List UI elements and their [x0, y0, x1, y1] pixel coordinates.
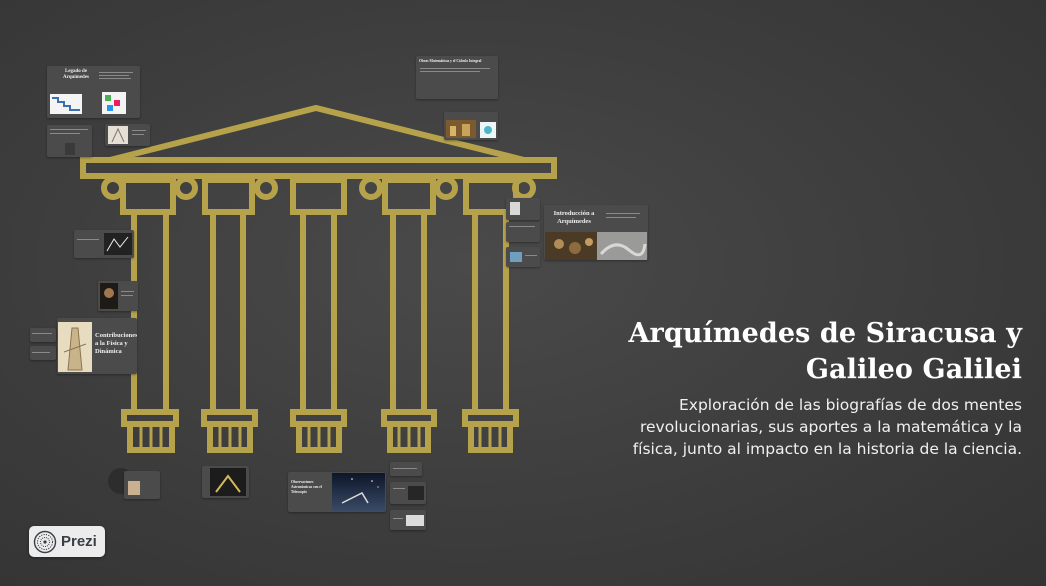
prezi-logo-button[interactable]: Prezi — [29, 526, 105, 557]
tower-image-thumbnail — [58, 322, 92, 372]
text-line — [420, 71, 480, 72]
history-image-thumbnail — [545, 232, 647, 260]
compass-thumbnail — [210, 468, 246, 496]
figure-thumbnail — [108, 126, 128, 144]
text-line — [606, 217, 636, 218]
text-line — [393, 488, 405, 489]
figure-thumbnail — [510, 252, 522, 262]
image-card[interactable] — [105, 124, 150, 146]
note-card[interactable] — [47, 125, 92, 157]
text-line — [99, 75, 129, 76]
portrait-thumbnail — [100, 283, 118, 309]
image-card[interactable] — [74, 230, 134, 258]
figure-thumbnail — [128, 481, 140, 495]
diagram-thumbnail — [102, 92, 126, 114]
note-card[interactable] — [30, 346, 56, 360]
presentation-title: Arquímedes de Siracusa y Galileo Galilei — [628, 318, 1022, 385]
diagram-thumbnail — [480, 122, 496, 138]
text-line — [509, 226, 535, 227]
image-card[interactable] — [202, 466, 249, 498]
painting-thumbnail — [446, 120, 476, 138]
text-line — [50, 129, 88, 130]
figure-thumbnail — [406, 515, 424, 526]
image-card[interactable] — [506, 198, 540, 220]
prezi-logo-icon — [33, 530, 57, 553]
topic-title-obras: Obras Matemáticas y el Cálculo Integral — [419, 59, 482, 63]
image-card[interactable] — [98, 281, 138, 311]
text-line — [525, 255, 537, 256]
note-card[interactable] — [390, 462, 422, 476]
stairs-diagram-thumbnail — [50, 94, 82, 114]
text-line — [77, 239, 99, 240]
topic-title-contribuciones: Contribuciones a la Física y Dinámica — [95, 332, 137, 355]
presentation-subtitle: Exploración de las biografías de dos men… — [632, 396, 1022, 458]
topic-card-contribuciones[interactable]: Contribuciones a la Física y Dinámica — [57, 318, 137, 374]
text-line — [393, 468, 417, 469]
figure-thumbnail — [408, 486, 424, 500]
topic-title-observaciones: Observaciones Astronómicas con el Telesc… — [291, 480, 322, 494]
text-line — [32, 333, 52, 334]
image-card[interactable] — [390, 482, 426, 504]
text-line — [132, 134, 144, 135]
text-line — [420, 68, 490, 69]
text-line — [50, 133, 80, 134]
note-card[interactable] — [30, 328, 56, 342]
prezi-logo-text: Prezi — [61, 533, 97, 550]
sketch-thumbnail — [104, 233, 132, 255]
topic-title-legado: Legado de Arquímedes — [62, 69, 90, 80]
text-line — [393, 518, 403, 519]
text-line — [606, 213, 640, 214]
night-sky-thumbnail — [332, 473, 385, 511]
image-card[interactable] — [390, 510, 426, 530]
topic-card-legado[interactable]: Legado de Arquímedes — [47, 66, 140, 118]
text-line — [121, 291, 134, 292]
text-line — [32, 352, 50, 353]
text-line — [132, 130, 146, 131]
topic-card-introduccion[interactable]: Introducción a Arquímedes — [544, 205, 648, 260]
topic-title-introduccion: Introducción a Arquímedes — [553, 210, 595, 225]
topic-card-obras[interactable]: Obras Matemáticas y el Cálculo Integral — [416, 56, 498, 99]
figure-thumbnail — [510, 202, 520, 215]
note-card[interactable] — [506, 222, 540, 242]
topic-card-observaciones[interactable]: Observaciones Astronómicas con el Telesc… — [288, 472, 386, 512]
text-line — [99, 72, 133, 73]
image-card[interactable] — [506, 247, 540, 267]
text-line — [99, 78, 131, 79]
image-card[interactable] — [444, 112, 498, 140]
placeholder-block — [65, 143, 75, 155]
image-card[interactable] — [124, 471, 160, 499]
text-line — [121, 295, 133, 296]
